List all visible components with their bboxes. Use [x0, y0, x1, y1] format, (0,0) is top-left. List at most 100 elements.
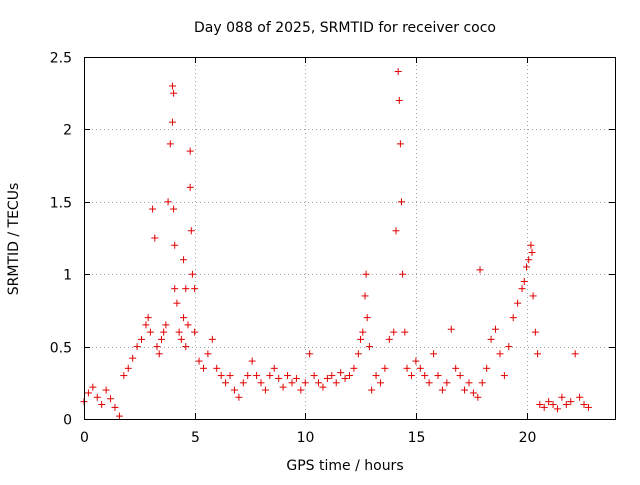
data-point — [421, 372, 429, 380]
data-point — [107, 395, 115, 403]
data-point — [332, 379, 340, 387]
data-point — [157, 335, 165, 343]
data-point — [244, 372, 252, 380]
data-point — [170, 205, 178, 213]
data-point — [115, 412, 123, 420]
data-point — [84, 389, 92, 397]
data-point — [478, 379, 486, 387]
x-tick-label: 5 — [191, 430, 200, 446]
axis-ticks: 0 5 10 15 20 0 0.5 1 1.5 2 2.5 — [50, 51, 615, 446]
data-point — [171, 285, 179, 293]
data-point — [452, 364, 460, 372]
data-point — [315, 379, 323, 387]
data-point — [89, 383, 97, 391]
data-point — [191, 328, 199, 336]
data-point — [171, 241, 179, 249]
data-point — [534, 350, 542, 358]
data-point — [328, 372, 336, 380]
data-point — [149, 205, 157, 213]
data-point — [395, 96, 403, 104]
y-tick-label: 1.5 — [50, 196, 72, 212]
data-point — [496, 350, 504, 358]
data-point — [138, 335, 146, 343]
data-point — [456, 372, 464, 380]
y-axis-label: SRMTID / TECUs — [6, 183, 22, 296]
data-point — [144, 314, 152, 322]
data-point — [153, 343, 161, 351]
data-point — [465, 379, 473, 387]
data-point — [549, 401, 557, 409]
data-point — [571, 350, 579, 358]
data-point — [363, 314, 371, 322]
data-point — [536, 401, 544, 409]
data-point — [354, 350, 362, 358]
data-point — [397, 198, 405, 206]
data-point — [248, 357, 256, 365]
data-point — [230, 386, 238, 394]
data-point — [365, 343, 373, 351]
x-tick-label: 10 — [297, 430, 315, 446]
data-point — [407, 372, 415, 380]
data-point — [217, 372, 225, 380]
data-point — [474, 393, 482, 401]
data-point — [376, 379, 384, 387]
y-tick-label: 1 — [63, 268, 72, 284]
data-point — [487, 335, 495, 343]
data-point — [341, 374, 349, 382]
data-point — [584, 403, 592, 411]
data-point — [146, 328, 154, 336]
data-point — [399, 270, 407, 278]
data-point — [403, 364, 411, 372]
data-point — [525, 256, 533, 264]
data-point — [514, 299, 522, 307]
data-point — [319, 383, 327, 391]
y-tick-label: 0 — [63, 413, 72, 429]
data-point — [162, 321, 170, 329]
data-point — [385, 335, 393, 343]
data-point — [412, 357, 420, 365]
data-point — [350, 364, 358, 372]
x-tick-label: 20 — [519, 430, 537, 446]
data-point — [567, 398, 575, 406]
data-point — [155, 350, 163, 358]
data-point — [392, 227, 400, 235]
data-point — [208, 335, 216, 343]
data-point — [523, 263, 530, 271]
data-point — [102, 386, 110, 394]
data-point — [133, 343, 141, 351]
data-point — [111, 403, 119, 411]
data-point — [337, 369, 345, 377]
data-point — [124, 364, 132, 372]
data-point — [509, 314, 517, 322]
data-point — [195, 357, 203, 365]
data-point — [253, 372, 261, 380]
data-point — [169, 82, 176, 90]
data-point — [361, 292, 369, 300]
data-point — [396, 140, 404, 148]
data-point — [558, 393, 566, 401]
data-point — [266, 372, 274, 380]
data-point — [182, 343, 190, 351]
data-point — [476, 266, 484, 274]
data-point — [527, 241, 535, 249]
data-point — [292, 374, 300, 382]
data-point — [284, 372, 292, 380]
data-point — [469, 389, 477, 397]
grid-lines — [84, 57, 615, 419]
data-point — [169, 118, 176, 126]
data-point — [416, 364, 424, 372]
plot-frame — [84, 57, 616, 420]
data-point — [505, 343, 513, 351]
y-tick-label: 0.5 — [50, 341, 72, 357]
data-point — [381, 364, 389, 372]
data-point — [120, 372, 128, 380]
data-point — [531, 328, 539, 336]
data-point — [186, 147, 194, 155]
data-point — [461, 386, 469, 394]
data-point — [164, 198, 172, 206]
data-point — [540, 403, 548, 411]
data-point — [170, 89, 178, 97]
data-point — [187, 227, 195, 235]
data-point — [275, 374, 283, 382]
